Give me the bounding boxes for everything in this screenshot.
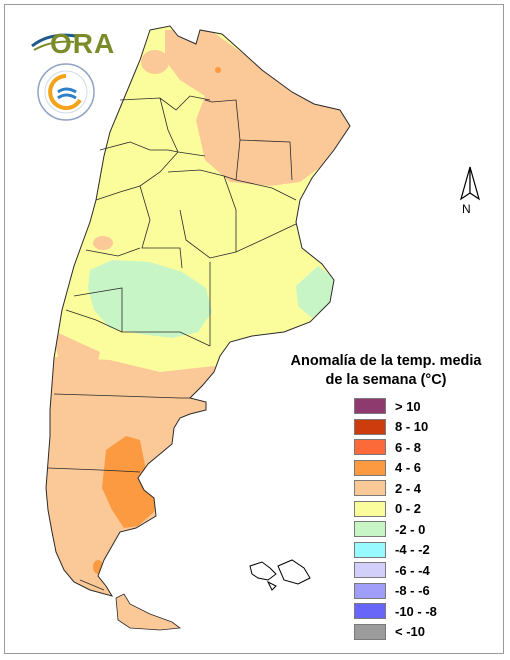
region-4-6-north-spot (215, 67, 221, 73)
ora-logo: ORA (50, 28, 116, 59)
smn-emblem-icon (37, 63, 95, 121)
legend-item: 4 - 6 (354, 458, 437, 479)
legend-item: -8 - -6 (354, 581, 437, 602)
province-borders (47, 95, 297, 591)
tierra-del-fuego (115, 593, 182, 631)
legend-label: -2 - 0 (395, 521, 426, 537)
region-neg2-0-east (296, 266, 336, 318)
region-2-4-north (165, 30, 350, 186)
legend-swatch (354, 480, 386, 497)
north-label: N (462, 202, 471, 216)
legend-label: -6 - -4 (395, 562, 430, 578)
legend-item: 8 - 10 (354, 417, 437, 438)
legend-swatch (354, 541, 386, 558)
legend-item: -4 - -2 (354, 540, 437, 561)
legend-swatch (354, 582, 386, 599)
legend-item: -6 - -4 (354, 560, 437, 581)
legend-title: Anomalía de la temp. media de la semana … (278, 352, 494, 390)
legend-label: -10 - -8 (395, 603, 437, 619)
north-arrow-icon (459, 166, 481, 201)
legend-swatch (354, 603, 386, 620)
legend-item: > 10 (354, 396, 437, 417)
legend-title-line2: de la semana (°C) (325, 372, 447, 388)
ora-swoosh-icon (31, 33, 77, 51)
legend-label: 2 - 4 (395, 480, 422, 496)
legend-swatch (354, 521, 386, 538)
region-2-4-west-spot (93, 236, 113, 250)
legend-swatch (354, 439, 386, 456)
legend-item: -2 - 0 (354, 519, 437, 540)
legend-label: < -10 (395, 624, 425, 640)
legend-item: 2 - 4 (354, 478, 437, 499)
legend-title-line1: Anomalía de la temp. media (290, 353, 482, 369)
legend-label: 4 - 6 (395, 460, 422, 476)
region-neg2-0-central (88, 260, 212, 338)
region-2-4-north-spot (141, 50, 169, 74)
legend-swatch (354, 398, 386, 415)
legend-item: 0 - 2 (354, 499, 437, 520)
legend-item: -10 - -8 (354, 601, 437, 622)
legend-item: < -10 (354, 622, 437, 643)
legend-item: 6 - 8 (354, 437, 437, 458)
legend-swatch (354, 562, 386, 579)
legend-label: 8 - 10 (395, 419, 429, 435)
legend-swatch (354, 418, 386, 435)
legend-swatch (354, 500, 386, 517)
legend-label: > 10 (395, 398, 421, 414)
legend-label: -8 - -6 (395, 583, 430, 599)
legend-swatch (354, 459, 386, 476)
region-4-6-patagonia (102, 436, 158, 528)
region-2-4-cuyo (52, 330, 100, 370)
map-frame (4, 4, 504, 654)
legend-list: > 10 8 - 10 6 - 8 4 - 6 2 - 4 0 - 2 -2 -… (354, 396, 437, 642)
legend-label: 0 - 2 (395, 501, 422, 517)
malvinas-islands (249, 559, 311, 591)
legend-label: -4 - -2 (395, 542, 430, 558)
legend-swatch (354, 623, 386, 640)
legend-label: 6 - 8 (395, 439, 422, 455)
